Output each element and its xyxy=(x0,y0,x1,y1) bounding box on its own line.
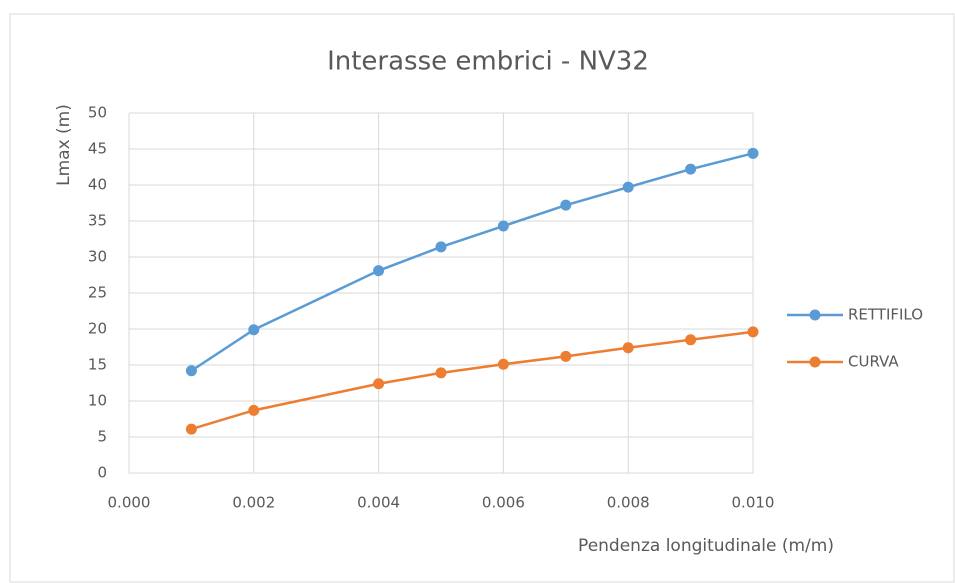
y-tick-label: 35 xyxy=(88,212,107,230)
y-tick-label: 20 xyxy=(88,320,107,338)
y-tick-label: 0 xyxy=(97,464,107,482)
chart-border xyxy=(9,13,955,583)
data-point xyxy=(622,181,634,193)
data-point xyxy=(560,199,572,211)
y-tick-label: 50 xyxy=(88,104,107,122)
data-point xyxy=(435,367,447,379)
y-tick-label: 25 xyxy=(88,284,107,302)
x-tick-label: 0.002 xyxy=(232,494,275,512)
x-axis-title: Pendenza longitudinale (m/m) xyxy=(578,536,834,556)
x-tick-label: 0.006 xyxy=(482,494,525,512)
data-point xyxy=(248,404,260,416)
y-tick-label: 10 xyxy=(88,392,107,410)
legend-label: RETTIFILO xyxy=(848,306,923,324)
data-point xyxy=(747,326,759,338)
data-point xyxy=(685,163,697,175)
data-point xyxy=(373,378,385,390)
y-tick-label: 30 xyxy=(88,248,107,266)
x-tick-label: 0.008 xyxy=(607,494,650,512)
legend-marker xyxy=(809,309,821,321)
x-tick-label: 0.000 xyxy=(108,494,151,512)
y-tick-label: 40 xyxy=(88,176,107,194)
data-point xyxy=(185,365,197,377)
data-point xyxy=(373,265,385,277)
data-point xyxy=(497,358,509,370)
data-point xyxy=(435,241,447,253)
x-tick-label: 0.004 xyxy=(357,494,400,512)
data-point xyxy=(185,423,197,435)
legend-marker xyxy=(809,356,821,368)
legend-label: CURVA xyxy=(848,353,899,371)
data-point xyxy=(622,342,634,354)
chart-title: Interasse embrici - NV32 xyxy=(327,47,649,77)
data-point xyxy=(560,350,572,362)
y-axis-title: Lmax (m) xyxy=(54,104,74,186)
data-point xyxy=(497,220,509,232)
data-point xyxy=(747,147,759,159)
data-point xyxy=(248,324,260,336)
x-tick-label: 0.010 xyxy=(732,494,775,512)
data-point xyxy=(685,334,697,346)
y-tick-label: 5 xyxy=(97,428,107,446)
y-tick-label: 45 xyxy=(88,140,107,158)
y-tick-label: 15 xyxy=(88,356,107,374)
